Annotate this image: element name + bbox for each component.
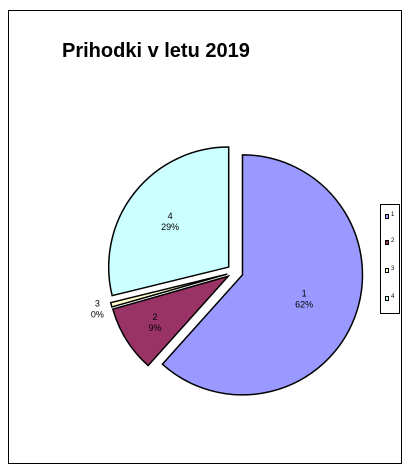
slice-label-4: 4 — [168, 211, 173, 221]
slice-value-label-1: 62% — [295, 299, 313, 309]
legend-label-1: 1 — [391, 212, 395, 218]
slice-value-label-2: 9% — [148, 323, 161, 333]
slice-value-label-4: 29% — [161, 222, 179, 232]
slice-label-2: 2 — [152, 312, 157, 322]
legend-swatch-3 — [385, 268, 389, 273]
legend-swatch-1 — [385, 214, 389, 219]
slice-label-3: 3 — [95, 298, 100, 308]
legend-label-4: 4 — [391, 294, 395, 300]
pie-slice-1 — [161, 154, 364, 396]
legend-swatch-2 — [385, 240, 389, 245]
legend-label-2: 2 — [391, 238, 395, 244]
slice-label-1: 1 — [302, 288, 307, 298]
pie-slice-4 — [107, 146, 230, 297]
pie-slice-2 — [111, 274, 231, 367]
legend: 1 2 3 4 — [380, 204, 400, 314]
slice-value-label-3: 0% — [91, 309, 104, 319]
legend-label-3: 3 — [391, 266, 395, 272]
legend-swatch-4 — [385, 296, 389, 301]
pie-slice-3 — [109, 273, 228, 308]
chart-title: Prihodki v letu 2019 — [62, 40, 250, 62]
